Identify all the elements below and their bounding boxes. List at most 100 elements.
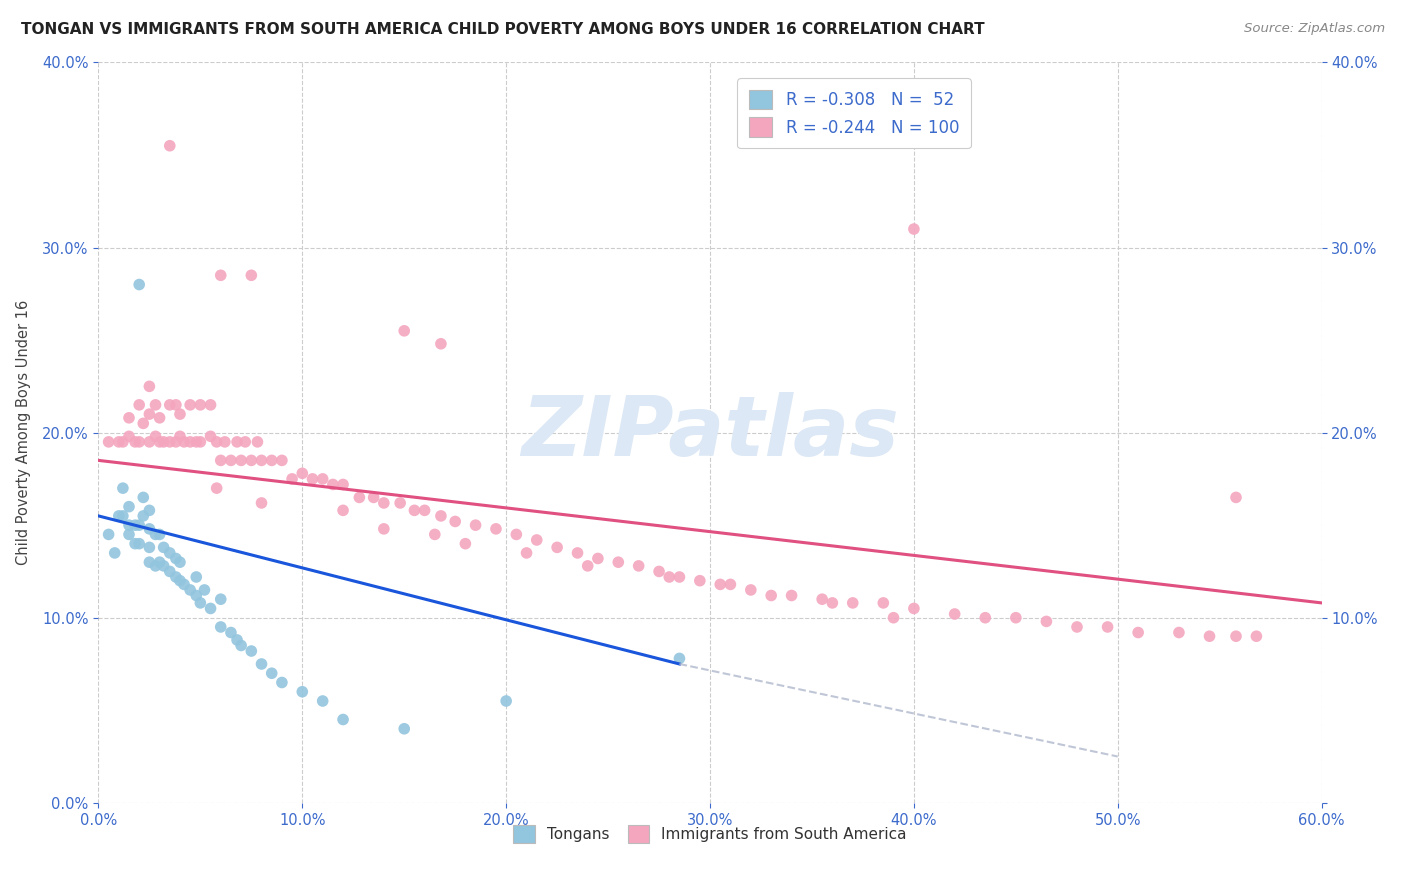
Point — [485, 522, 508, 536]
Point — [209, 592, 232, 607]
Point — [226, 434, 249, 449]
Point — [145, 398, 167, 412]
Point — [1225, 629, 1247, 643]
Point — [169, 555, 191, 569]
Point — [209, 453, 232, 467]
Point — [430, 508, 453, 523]
Point — [118, 527, 141, 541]
Point — [780, 589, 803, 603]
Point — [250, 657, 273, 671]
Point — [607, 555, 630, 569]
Point — [159, 565, 181, 579]
Point — [332, 477, 354, 491]
Point — [903, 222, 925, 236]
Point — [179, 434, 201, 449]
Point — [145, 527, 167, 541]
Point — [118, 410, 141, 425]
Point — [322, 477, 344, 491]
Point — [332, 713, 354, 727]
Point — [1035, 615, 1057, 629]
Point — [740, 582, 762, 597]
Point — [118, 518, 141, 533]
Point — [159, 546, 181, 560]
Point — [205, 434, 228, 449]
Point — [668, 651, 690, 665]
Point — [200, 398, 222, 412]
Point — [246, 434, 269, 449]
Point — [145, 429, 167, 443]
Point — [1225, 491, 1247, 505]
Point — [821, 596, 844, 610]
Point — [128, 536, 150, 550]
Point — [709, 577, 731, 591]
Point — [169, 574, 191, 588]
Point — [111, 508, 134, 523]
Point — [423, 527, 446, 541]
Point — [464, 518, 486, 533]
Point — [152, 558, 174, 573]
Point — [444, 515, 467, 529]
Point — [495, 694, 517, 708]
Point — [576, 558, 599, 573]
Point — [214, 434, 236, 449]
Point — [138, 434, 160, 449]
Point — [250, 496, 273, 510]
Point — [149, 410, 172, 425]
Point — [179, 398, 201, 412]
Point — [159, 138, 181, 153]
Point — [413, 503, 436, 517]
Point — [118, 500, 141, 514]
Point — [373, 496, 395, 510]
Point — [186, 434, 208, 449]
Point — [165, 398, 187, 412]
Point — [301, 472, 323, 486]
Point — [841, 596, 863, 610]
Point — [128, 398, 150, 412]
Point — [943, 607, 966, 621]
Point — [668, 570, 690, 584]
Point — [1167, 625, 1189, 640]
Point — [332, 503, 354, 517]
Point — [173, 577, 195, 591]
Point — [111, 434, 134, 449]
Point — [270, 675, 294, 690]
Point — [118, 429, 141, 443]
Point — [260, 666, 283, 681]
Point — [145, 558, 167, 573]
Point — [505, 527, 527, 541]
Point — [312, 694, 335, 708]
Point — [165, 570, 187, 584]
Legend: Tongans, Immigrants from South America: Tongans, Immigrants from South America — [506, 818, 914, 851]
Y-axis label: Child Poverty Among Boys Under 16: Child Poverty Among Boys Under 16 — [15, 300, 31, 566]
Point — [165, 551, 187, 566]
Point — [138, 541, 160, 555]
Point — [186, 570, 208, 584]
Point — [138, 555, 160, 569]
Point — [1097, 620, 1119, 634]
Point — [188, 434, 212, 449]
Point — [883, 610, 905, 624]
Point — [312, 472, 335, 486]
Point — [124, 434, 146, 449]
Point — [454, 536, 477, 550]
Point — [159, 434, 181, 449]
Point — [173, 434, 195, 449]
Point — [270, 453, 294, 467]
Point — [186, 589, 208, 603]
Point — [689, 574, 711, 588]
Point — [104, 546, 127, 560]
Point — [546, 541, 568, 555]
Point — [149, 555, 172, 569]
Point — [373, 522, 395, 536]
Point — [97, 434, 120, 449]
Point — [349, 491, 371, 505]
Point — [1128, 625, 1150, 640]
Point — [516, 546, 538, 560]
Point — [658, 570, 681, 584]
Point — [188, 596, 212, 610]
Point — [128, 434, 150, 449]
Point — [404, 503, 426, 517]
Point — [97, 527, 120, 541]
Point — [205, 481, 228, 495]
Point — [200, 429, 222, 443]
